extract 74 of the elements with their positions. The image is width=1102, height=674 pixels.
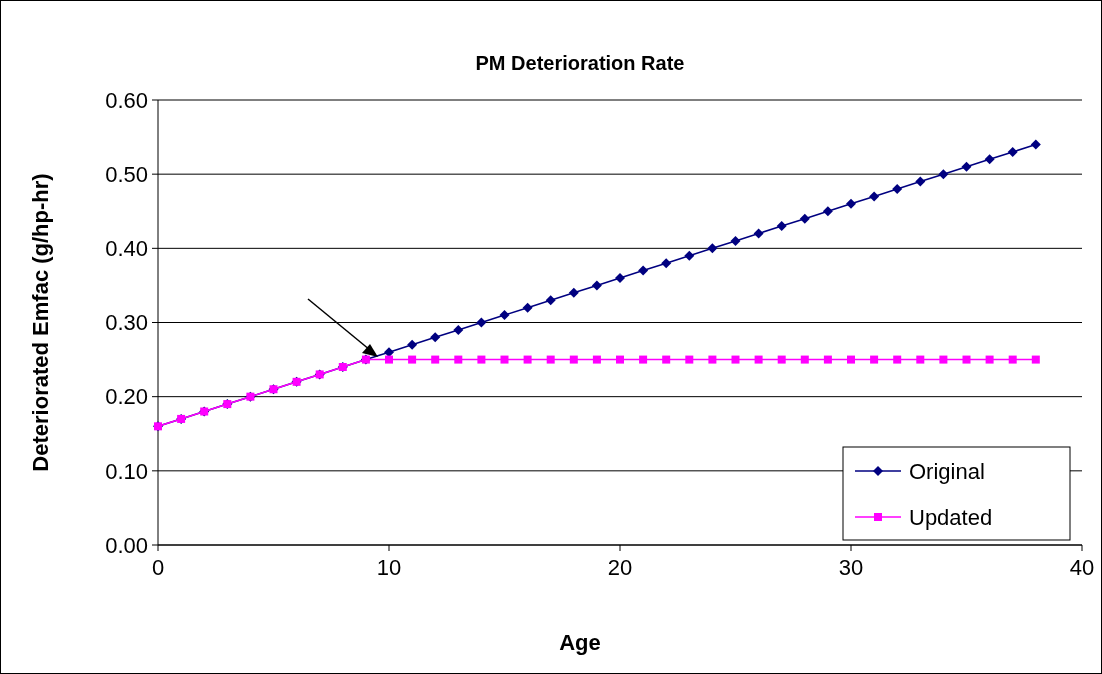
point [523, 355, 532, 364]
point [1030, 139, 1041, 150]
point [569, 355, 578, 364]
point [892, 184, 903, 194]
point [661, 258, 672, 269]
point [685, 355, 694, 364]
point [684, 250, 695, 261]
point [591, 280, 602, 291]
point [938, 169, 949, 180]
x-axis-title: Age [559, 630, 601, 655]
point [1008, 355, 1017, 364]
point [638, 265, 649, 276]
point [500, 355, 509, 364]
y-tick-label: 0.20 [105, 384, 148, 410]
chart-title: PM Deterioration Rate [475, 52, 685, 74]
point [753, 228, 764, 239]
point [731, 355, 740, 364]
point [707, 243, 718, 254]
point [592, 355, 601, 364]
point [915, 176, 926, 187]
point [546, 355, 555, 364]
legend-label: Original [909, 458, 985, 484]
point [662, 355, 671, 364]
point [823, 355, 832, 364]
point [477, 355, 486, 364]
y-axis-title: Deteriorated Emfac (g/hp-hr) [28, 173, 53, 472]
point [1007, 146, 1018, 157]
point [754, 355, 763, 364]
point [499, 310, 510, 321]
point [893, 355, 902, 364]
point [545, 295, 556, 306]
point [708, 355, 717, 364]
point [454, 355, 463, 364]
y-tick-label: 0.50 [105, 161, 148, 187]
point [639, 355, 648, 364]
point [777, 355, 786, 364]
point [916, 355, 925, 364]
x-tick-label: 30 [838, 555, 864, 580]
point [939, 355, 948, 364]
point [430, 332, 441, 343]
point [408, 355, 417, 364]
point [453, 324, 464, 335]
point [961, 161, 972, 172]
point [476, 317, 487, 328]
point [984, 154, 995, 165]
point [522, 302, 533, 313]
y-tick-label: 0.40 [105, 236, 148, 262]
point [870, 355, 879, 364]
y-tick-label: 0.10 [105, 458, 148, 484]
point [822, 206, 833, 217]
point [1031, 355, 1040, 364]
point [431, 355, 440, 364]
point [846, 198, 856, 209]
point [869, 191, 880, 202]
point [615, 273, 625, 283]
point [776, 221, 787, 232]
point [568, 287, 579, 298]
x-tick-label: 10 [376, 555, 402, 580]
point [730, 235, 741, 246]
point [985, 355, 994, 364]
x-tick-label: 40 [1069, 555, 1095, 580]
point [799, 213, 810, 224]
x-tick-label: 20 [607, 555, 633, 580]
point [616, 355, 624, 364]
point [407, 339, 418, 350]
y-tick-label: 0.60 [105, 87, 148, 113]
x-tick-label: 0 [151, 555, 165, 580]
y-tick-label: 0.30 [105, 310, 148, 336]
point [385, 355, 393, 364]
point [847, 355, 855, 364]
point [962, 355, 971, 364]
point [800, 355, 809, 364]
legend-label: Updated [909, 504, 993, 530]
y-tick-label: 0.00 [105, 532, 148, 558]
